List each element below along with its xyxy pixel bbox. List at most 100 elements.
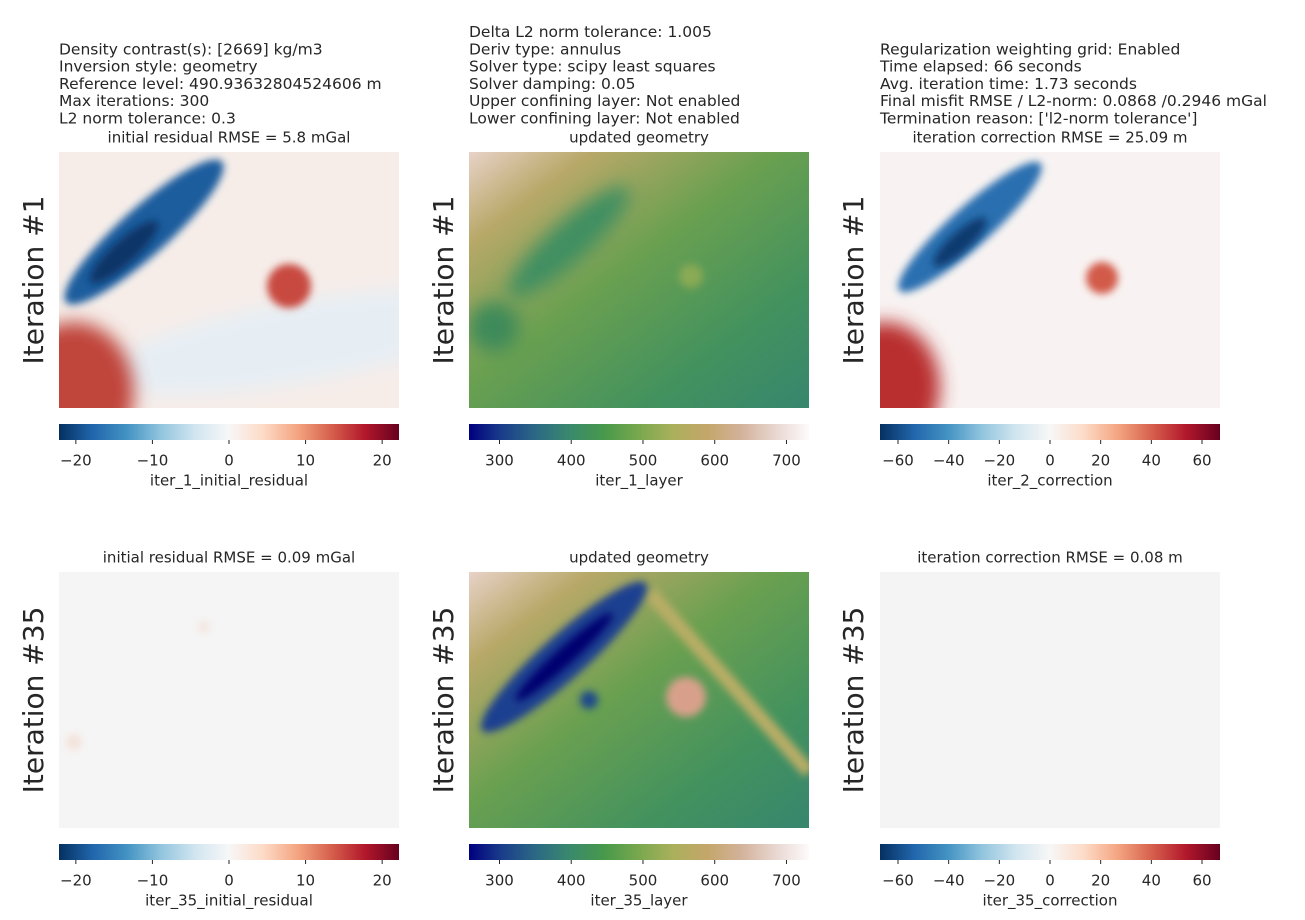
colorbar-label: iter_35_initial_residual bbox=[145, 892, 313, 911]
colorbar-label: iter_1_initial_residual bbox=[150, 472, 308, 491]
row-label: Iteration #1 bbox=[17, 196, 50, 365]
panel-title: initial residual RMSE = 5.8 mGal bbox=[108, 129, 351, 147]
colorbar bbox=[880, 424, 1220, 440]
colorbar-tick-label: 20 bbox=[373, 452, 392, 470]
info-line: Solver type: scipy least squares bbox=[469, 58, 716, 76]
colorbar-tick-label: 20 bbox=[373, 872, 392, 890]
colorbar-tick-label: −20 bbox=[60, 452, 92, 470]
blob bbox=[508, 186, 630, 298]
bg bbox=[59, 572, 399, 828]
colorbar-tick-label: 0 bbox=[224, 872, 234, 890]
colorbar-tick-label: 0 bbox=[1045, 452, 1055, 470]
colorbar-tick-label: 40 bbox=[1142, 872, 1161, 890]
colorbar-tick-label: −60 bbox=[882, 872, 914, 890]
colorbar-tick-label: 600 bbox=[700, 452, 729, 470]
info-line: Regularization weighting grid: Enabled bbox=[880, 40, 1180, 58]
colorbar-tick-label: −20 bbox=[60, 872, 92, 890]
panel: updated geometry Iteration #35 300 400 500 60… bbox=[427, 549, 809, 911]
colorbar-tick-label: −10 bbox=[137, 452, 169, 470]
colorbar bbox=[469, 424, 809, 440]
colorbar bbox=[59, 844, 399, 860]
colorbar-label: iter_2_correction bbox=[987, 472, 1112, 491]
colorbar bbox=[59, 424, 399, 440]
colorbar-tick-label: 10 bbox=[296, 872, 315, 890]
bg bbox=[880, 572, 1220, 828]
info-line: Reference level: 490.93632804524606 m bbox=[59, 75, 382, 93]
info-line: Avg. iteration time: 1.73 seconds bbox=[880, 75, 1137, 93]
blob bbox=[267, 264, 311, 308]
heatmap bbox=[880, 572, 1220, 828]
colorbar-tick-label: 0 bbox=[1045, 872, 1055, 890]
panel: initial residual RMSE = 0.09 mGal Iterati… bbox=[17, 549, 399, 911]
colorbar-label: iter_1_layer bbox=[595, 472, 683, 491]
colorbar-tick-label: 600 bbox=[700, 872, 729, 890]
info-line: Delta L2 norm tolerance: 1.005 bbox=[469, 23, 712, 41]
colorbar-tick-label: −10 bbox=[137, 872, 169, 890]
info-line: Density contrast(s): [2669] kg/m3 bbox=[59, 40, 323, 58]
panel: iteration correction RMSE = 0.08 m Iterat… bbox=[837, 549, 1220, 911]
panel: iteration correction RMSE = 25.09 m Itera… bbox=[837, 129, 1220, 491]
info-line: Solver damping: 0.05 bbox=[469, 75, 636, 93]
blob bbox=[515, 612, 613, 702]
blob bbox=[880, 322, 940, 408]
colorbar-tick-label: 700 bbox=[772, 872, 801, 890]
row-label: Iteration #35 bbox=[17, 607, 50, 794]
panel-title: updated geometry bbox=[569, 129, 709, 147]
row-label: Iteration #35 bbox=[837, 607, 870, 794]
blob bbox=[469, 302, 519, 352]
colorbar-tick-label: 500 bbox=[629, 872, 658, 890]
colorbar-tick-label: 500 bbox=[629, 452, 658, 470]
blob bbox=[679, 264, 703, 288]
heatmap bbox=[59, 152, 399, 408]
heatmap bbox=[880, 152, 1220, 408]
blob bbox=[933, 217, 987, 267]
colorbar-tick-label: −40 bbox=[933, 872, 965, 890]
panel-title: iteration correction RMSE = 0.08 m bbox=[917, 549, 1183, 567]
info-line: Lower confining layer: Not enabled bbox=[469, 110, 740, 128]
colorbar-tick-label: 300 bbox=[485, 872, 514, 890]
blob bbox=[198, 621, 210, 633]
colorbar-tick-label: 400 bbox=[557, 452, 586, 470]
blob bbox=[666, 677, 706, 717]
info-line: Deriv type: annulus bbox=[469, 40, 621, 58]
colorbar-tick-label: −40 bbox=[933, 452, 965, 470]
colorbar-tick-label: 0 bbox=[224, 452, 234, 470]
row-label: Iteration #1 bbox=[427, 196, 460, 365]
info-line: Max iterations: 300 bbox=[59, 92, 209, 110]
colorbar-tick-label: 10 bbox=[296, 452, 315, 470]
colorbar bbox=[880, 844, 1220, 860]
info-line: Inversion style: geometry bbox=[59, 58, 258, 76]
colorbar-tick-label: 20 bbox=[1091, 872, 1110, 890]
blob bbox=[66, 734, 82, 750]
panel-title: iteration correction RMSE = 25.09 m bbox=[912, 129, 1187, 147]
heatmap bbox=[469, 152, 809, 408]
info-line: Time elapsed: 66 seconds bbox=[879, 58, 1082, 76]
colorbar-tick-label: −20 bbox=[984, 872, 1016, 890]
info-line: Final misfit RMSE / L2-norm: 0.0868 /0.2… bbox=[880, 92, 1267, 110]
colorbar-tick-label: 20 bbox=[1091, 452, 1110, 470]
colorbar bbox=[469, 844, 809, 860]
row-label: Iteration #1 bbox=[837, 196, 870, 365]
blob bbox=[101, 289, 399, 395]
colorbar-label: iter_35_correction bbox=[983, 892, 1118, 911]
info-line: Upper confining layer: Not enabled bbox=[469, 92, 740, 110]
blob bbox=[59, 322, 134, 408]
colorbar-tick-label: 300 bbox=[485, 452, 514, 470]
colorbar-tick-label: −20 bbox=[984, 452, 1016, 470]
heatmap bbox=[59, 572, 399, 828]
band bbox=[643, 587, 809, 777]
info-line: L2 norm tolerance: 0.3 bbox=[59, 110, 236, 128]
heatmap bbox=[469, 572, 809, 828]
colorbar-tick-label: 700 bbox=[772, 452, 801, 470]
colorbar-tick-label: 60 bbox=[1192, 872, 1211, 890]
panel-title: initial residual RMSE = 0.09 mGal bbox=[103, 549, 355, 567]
blob bbox=[89, 220, 159, 284]
blob bbox=[1086, 262, 1118, 294]
colorbar-tick-label: 40 bbox=[1142, 452, 1161, 470]
panel: initial residual RMSE = 5.8 mGal Iteratio… bbox=[17, 129, 399, 491]
panel-title: updated geometry bbox=[569, 549, 709, 567]
info-line: Termination reason: ['l2-norm tolerance'… bbox=[879, 110, 1197, 128]
panel: updated geometry Iteration #1 300 400 500 600… bbox=[427, 129, 809, 491]
colorbar-label: iter_35_layer bbox=[590, 892, 688, 911]
